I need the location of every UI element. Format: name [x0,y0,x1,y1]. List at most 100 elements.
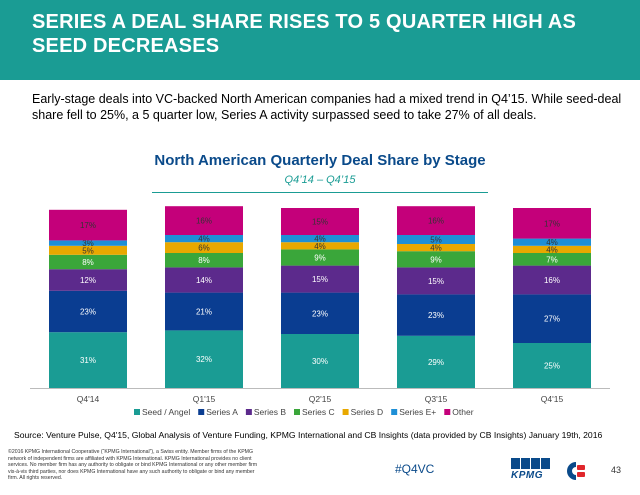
bar-segment-seed-angel [165,330,243,388]
data-label: 7% [546,255,558,264]
kpmg-logo-boxes [511,458,553,469]
legend-entry: Series B [254,407,286,417]
data-label: 23% [428,311,444,320]
legend-swatch [198,409,205,415]
legend-entry: Seed / Angel [142,407,190,417]
bar-segment-seed-angel [49,332,127,388]
data-label: 8% [198,256,210,265]
data-label: 17% [544,219,560,228]
intro-text: Early-stage deals into VC-backed North A… [32,92,622,122]
stacked-bar-chart: 31%23%12%8%5%3%17%Q4'1432%21%14%8%6%4%16… [30,206,610,417]
data-label: 9% [314,254,326,263]
legend-entry: Series D [351,407,384,417]
legend-swatch [444,409,451,415]
data-label: 15% [428,277,444,286]
data-label: 21% [196,308,212,317]
data-label: 6% [198,244,210,253]
data-label: 12% [80,276,96,285]
bar-segment-series-c [165,253,243,268]
bar-segment-series-e- [281,235,359,243]
bar-segment-series-a [513,294,591,343]
title-divider [152,192,488,193]
bar-segment-series-b [513,265,591,295]
data-label: 25% [544,362,560,371]
legend-swatch [342,409,349,415]
data-label: 4% [314,235,326,244]
legend-entry: Other [452,407,473,417]
data-label: 4% [198,235,210,244]
data-label: 31% [80,356,96,365]
bar-segment-series-c [513,253,591,266]
data-label: 15% [312,275,328,284]
bar-segment-series-b [165,267,243,293]
bar-segment-series-c [49,254,127,270]
bar-segment-series-d [397,244,475,252]
bar-segment-other [397,206,475,235]
data-label: 5% [430,236,442,245]
data-label: 3% [82,239,94,248]
bar-segment-series-d [165,242,243,253]
chart-title: North American Quarterly Deal Share by S… [154,152,486,169]
bar-segment-series-e- [49,240,127,246]
x-tick-label: Q4'15 [541,394,564,404]
bar-segment-other [165,206,243,235]
data-label: 30% [312,357,328,366]
bar-segment-series-d [513,245,591,253]
data-label: 16% [544,276,560,285]
data-label: 5% [82,246,94,255]
source-note: Source: Venture Pulse, Q4'15, Global Ana… [14,430,603,440]
bar-segment-series-d [281,242,359,250]
data-label: 23% [80,308,96,317]
x-tick-label: Q1'15 [193,394,216,404]
data-label: 4% [546,245,558,254]
page-number: 43 [611,465,622,475]
data-label: 23% [312,309,328,318]
x-tick-label: Q3'15 [425,394,448,404]
bar-segment-series-b [397,267,475,295]
legend-entry: Series E+ [399,407,436,417]
x-tick-label: Q4'14 [77,394,100,404]
legend-swatch [134,409,140,415]
data-label: 29% [428,358,444,367]
x-tick-label: Q2'15 [309,394,332,404]
bar-segment-other [281,208,359,235]
data-label: 32% [196,355,212,364]
data-label: 4% [314,242,326,251]
bar-segment-series-e- [513,238,591,246]
kpmg-logo: KPMG [511,458,553,484]
bar-segment-series-e- [397,235,475,244]
data-label: 9% [430,255,442,264]
bar-segment-seed-angel [397,335,475,388]
data-label: 14% [196,276,212,285]
data-label: 15% [312,218,328,227]
bar-segment-seed-angel [513,343,591,388]
bar-segment-other [49,209,127,241]
bar-segment-other [513,208,591,239]
legend-swatch [245,409,252,415]
chart-subtitle: Q4’14 – Q4’15 [284,174,356,186]
bar-segment-series-a [165,292,243,331]
data-label: 27% [544,315,560,324]
bar-segment-series-d [49,245,127,255]
legend-swatch [391,409,398,415]
data-label: 17% [80,221,96,230]
page-title: SERIES A DEAL SHARE RISES TO 5 QUARTER H… [32,11,577,57]
bar-segment-series-c [281,249,359,266]
bar-segment-series-a [49,290,127,333]
legal-disclaimer: ©2016 KPMG International Cooperative (“K… [8,449,258,481]
data-label: 4% [430,244,442,253]
legend-swatch [294,409,300,415]
data-label: 8% [82,258,94,267]
bar-segment-series-b [281,265,359,293]
data-label: 4% [546,238,558,247]
bar-segment-series-a [281,292,359,334]
bar-segment-series-e- [165,235,243,243]
kpmg-logo-text: KPMG [511,470,543,481]
data-label: 16% [196,217,212,226]
bar-segment-series-a [397,294,475,336]
cb-insights-logo-icon [567,462,585,480]
legend-entry: Series A [206,407,238,417]
bar-segment-series-c [397,251,475,268]
data-label: 16% [428,217,444,226]
bar-segment-seed-angel [281,334,359,388]
